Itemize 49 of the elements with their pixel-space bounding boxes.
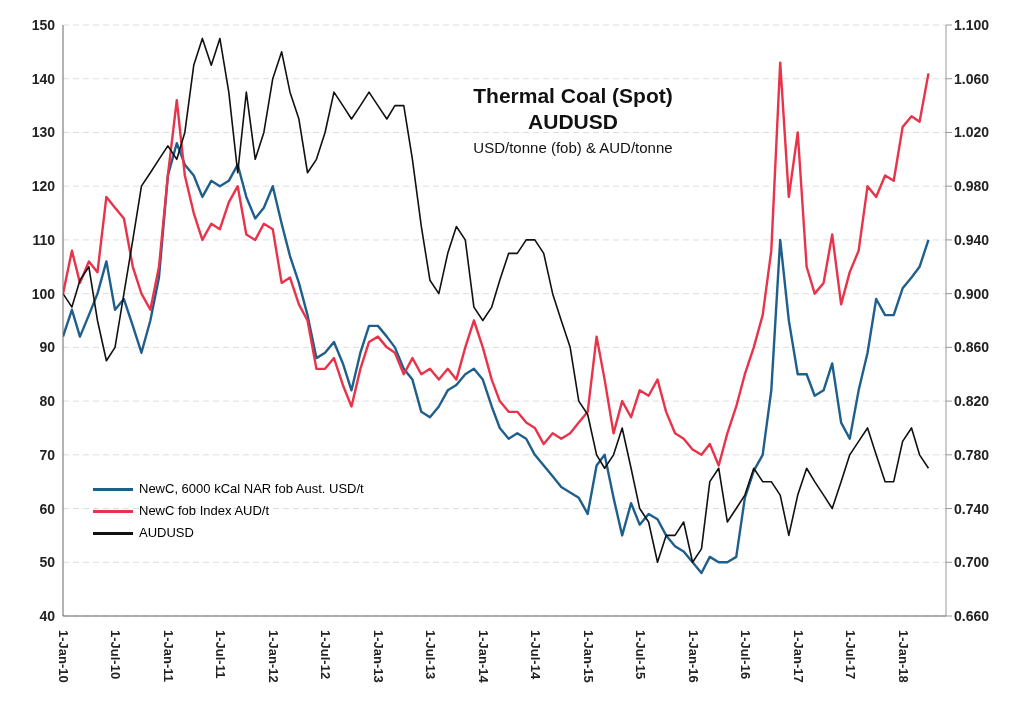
y2-tick-label: 0.700 bbox=[954, 554, 990, 571]
y2-tick-label: 1.060 bbox=[954, 70, 990, 87]
line-series bbox=[63, 61, 930, 467]
y2-tick-label: 0.660 bbox=[954, 607, 990, 624]
legend-label: NewC, 6000 kCal NAR fob Aust. USD/t bbox=[139, 480, 364, 498]
y2-tick-label: 0.940 bbox=[954, 231, 990, 248]
y2-tick-label: 0.860 bbox=[954, 339, 990, 356]
x-tick-label: 1-Jan-14 bbox=[475, 630, 491, 684]
y-tick-label: 130 bbox=[31, 124, 56, 141]
x-tick-label: 1-Jan-15 bbox=[580, 630, 596, 683]
x-tick-label: 1-Jul-10 bbox=[108, 630, 124, 680]
x-tick-label: 1-Jan-16 bbox=[685, 630, 701, 683]
x-tick-label: 1-Jul-13 bbox=[422, 630, 438, 680]
x-tick-label: 1-Jan-18 bbox=[895, 630, 911, 683]
y-tick-label: 70 bbox=[39, 446, 56, 463]
y-tick-label: 60 bbox=[39, 500, 56, 517]
y2-tick-label: 0.820 bbox=[954, 393, 990, 410]
x-tick-label: 1-Jan-17 bbox=[790, 630, 806, 683]
line-series bbox=[63, 142, 930, 575]
x-tick-label: 1-Jan-11 bbox=[160, 630, 176, 683]
y-tick-label: 150 bbox=[31, 16, 56, 33]
y2-tick-label: 0.780 bbox=[954, 446, 990, 463]
y2-tick-label: 0.740 bbox=[954, 500, 990, 517]
x-tick-label: 1-Jul-12 bbox=[318, 630, 334, 680]
x-tick-label: 1-Jan-13 bbox=[370, 630, 386, 683]
y2-tick-label: 0.980 bbox=[954, 178, 990, 195]
x-tick-label: 1-Jul-16 bbox=[737, 630, 753, 680]
y2-tick-label: 0.900 bbox=[954, 285, 990, 302]
y-tick-label: 100 bbox=[31, 285, 56, 302]
legend-label: AUDUSD bbox=[139, 524, 194, 542]
x-tick-label: 1-Jul-17 bbox=[842, 630, 858, 680]
y-tick-label: 40 bbox=[39, 607, 56, 624]
y-tick-label: 140 bbox=[31, 70, 56, 87]
y-tick-label: 90 bbox=[39, 339, 56, 356]
x-tick-label: 1-Jan-12 bbox=[265, 630, 281, 683]
x-tick-label: 1-Jul-15 bbox=[632, 630, 648, 680]
x-tick-label: 1-Jan-10 bbox=[56, 630, 71, 683]
text: USD/tonne (fob) & AUD/tonne bbox=[472, 139, 674, 156]
y-tick-label: 120 bbox=[31, 178, 56, 195]
x-tick-label: 1-Jul-11 bbox=[212, 630, 228, 679]
y-tick-label: 110 bbox=[32, 231, 56, 248]
legend-label: NewC fob Index AUD/t bbox=[139, 502, 270, 520]
y-tick-label: 50 bbox=[39, 554, 56, 571]
y-tick-label: 80 bbox=[39, 393, 56, 410]
y2-tick-label: 1.020 bbox=[954, 124, 990, 141]
x-tick-label: 1-Jul-14 bbox=[527, 630, 543, 680]
line-series bbox=[63, 37, 930, 564]
text: Thermal Coal (Spot) AUDUSD bbox=[472, 83, 674, 135]
y2-tick-label: 1.100 bbox=[954, 16, 990, 33]
